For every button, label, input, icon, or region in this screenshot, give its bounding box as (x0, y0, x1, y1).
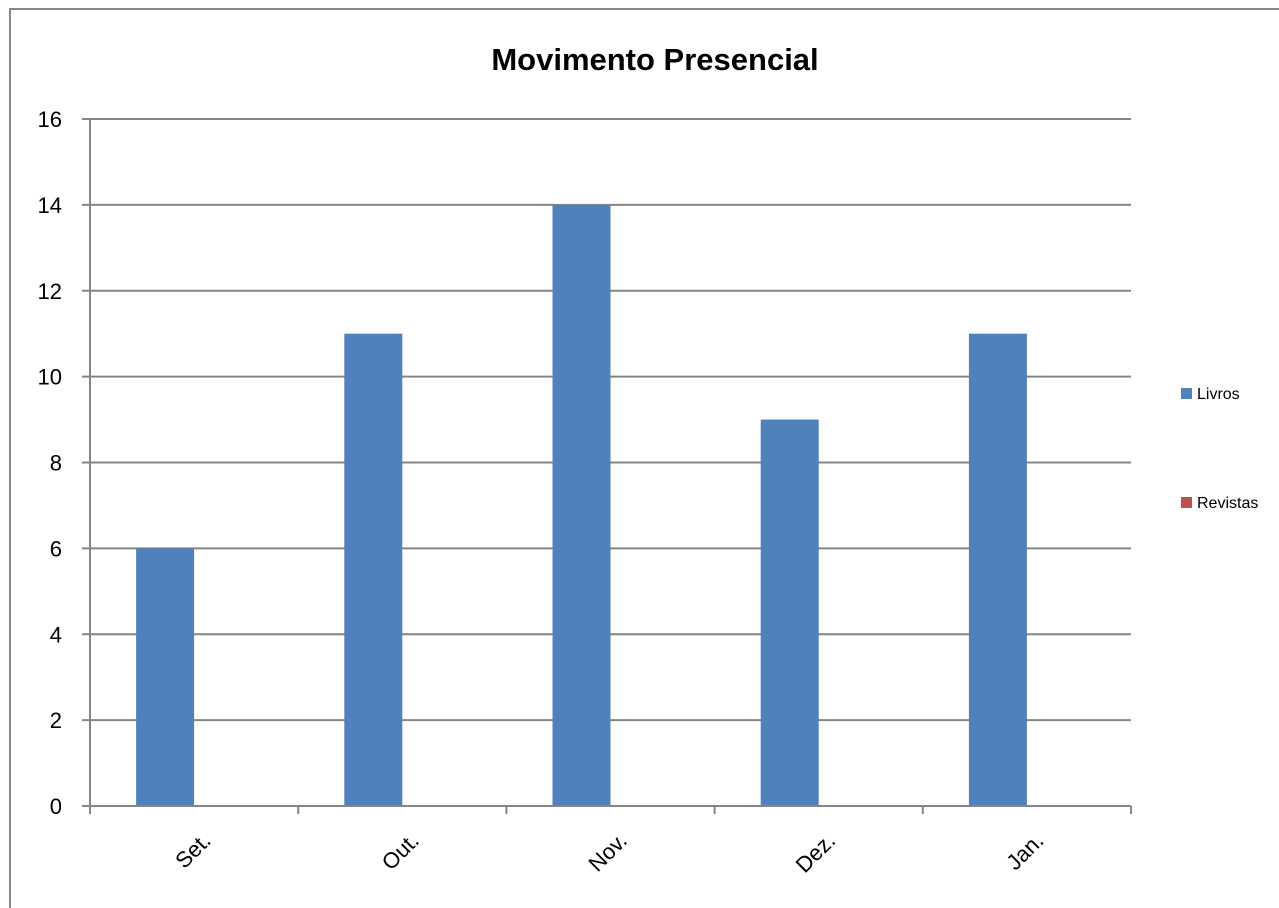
x-tick-label: Out. (377, 828, 424, 875)
bar-livros-0 (136, 548, 195, 806)
chart-frame (9, 8, 1279, 908)
y-tick-label: 14 (38, 193, 62, 218)
legend-label-revistas: Revistas (1197, 495, 1258, 512)
y-tick-label: 12 (38, 279, 62, 304)
y-tick-label: 2 (50, 708, 62, 733)
y-tick-label: 10 (38, 365, 62, 390)
x-tick-label: Jan. (1001, 828, 1048, 875)
y-tick-label: 8 (50, 451, 62, 476)
x-axis-ticks: Set. Out. Nov. Dez. Jan. (89, 805, 1132, 878)
x-tick-label: Dez. (791, 828, 841, 878)
legend-swatch-revistas (1181, 497, 1192, 508)
bars (136, 204, 1027, 806)
y-tick-label: 16 (38, 107, 62, 132)
chart-title: Movimento Presencial (491, 42, 818, 77)
bar-livros-2 (552, 204, 611, 806)
bar-livros-1 (344, 333, 403, 806)
bar-livros-3 (760, 419, 819, 806)
x-tick-label: Nov. (584, 828, 633, 877)
legend-label-livros: Livros (1197, 386, 1240, 403)
bar-livros-4 (968, 333, 1027, 806)
y-tick-label: 6 (50, 536, 62, 561)
x-tick-label: Set. (170, 828, 215, 873)
y-tick-label: 0 (50, 794, 62, 819)
legend-swatch-livros (1181, 388, 1192, 399)
legend: Livros Revistas (1181, 386, 1258, 512)
y-axis-ticks: 0 2 4 6 8 10 12 14 16 (38, 107, 90, 819)
y-tick-label: 4 (50, 622, 62, 647)
